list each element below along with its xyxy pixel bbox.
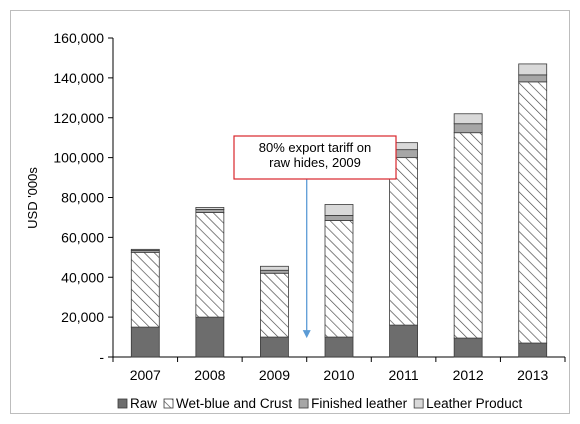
- bar-wet-blue-and-crust: [453, 132, 483, 339]
- annotation-text: 80% export tariff on: [259, 140, 372, 155]
- bar-wet-blue-and-crust: [389, 157, 418, 326]
- legend-label: Leather Product: [426, 396, 522, 411]
- bar-raw: [389, 324, 418, 358]
- bar-finished-leather: [453, 123, 483, 134]
- y-tick-label: -: [99, 349, 104, 365]
- bar-leather-product: [518, 63, 548, 76]
- legend-swatch: [163, 398, 174, 409]
- chart-frame: [10, 10, 570, 414]
- bar-raw: [324, 336, 354, 358]
- y-tick-label: 80,000: [61, 190, 104, 206]
- legend-label: Wet-blue and Crust: [176, 396, 292, 411]
- x-axis: 2007 2008 2009 2010 2011 2012 2013: [112, 356, 566, 383]
- bar-finished-leather: [518, 74, 548, 83]
- legend-swatch: [298, 398, 309, 409]
- y-tick-label: 140,000: [53, 70, 104, 86]
- bar-raw: [130, 326, 160, 358]
- bar-raw: [260, 336, 289, 358]
- x-tick-label: 2011: [389, 367, 419, 383]
- legend-swatch: [413, 398, 424, 409]
- bar-raw: [195, 316, 225, 358]
- y-tick-label: 60,000: [61, 229, 104, 245]
- bar-wet-blue-and-crust: [130, 251, 160, 328]
- bar-finished-leather: [195, 209, 225, 213]
- bar-raw: [518, 342, 548, 358]
- bar-wet-blue-and-crust: [195, 212, 225, 318]
- y-tick-label: 20,000: [61, 309, 104, 325]
- y-tick-label: 120,000: [53, 110, 104, 126]
- bar-wet-blue-and-crust: [324, 220, 354, 338]
- bar-finished-leather: [324, 215, 354, 221]
- y-tick-label: 40,000: [61, 269, 104, 285]
- bar-leather-product: [453, 113, 483, 125]
- y-tick-label: 100,000: [53, 150, 104, 166]
- y-axis-title: USD '000s: [25, 167, 40, 229]
- y-tick-label: 160,000: [53, 30, 104, 46]
- legend-label: Raw: [130, 396, 157, 411]
- bar-wet-blue-and-crust: [260, 272, 289, 338]
- annotation-arrowhead: [302, 330, 311, 339]
- x-tick-label: 2012: [453, 367, 484, 383]
- bar-leather-product: [260, 265, 289, 271]
- bar-leather-product: [324, 204, 354, 216]
- x-tick-label: 2007: [130, 367, 161, 383]
- annotation-box: [233, 135, 397, 180]
- bars: [130, 63, 548, 358]
- bar-finished-leather: [260, 269, 289, 274]
- bar-wet-blue-and-crust: [518, 81, 548, 344]
- x-tick-label: 2009: [259, 367, 290, 383]
- legend: Raw Wet-blue and Crust Finished leather Lea…: [117, 396, 522, 411]
- x-tick-label: 2013: [517, 367, 548, 383]
- y-axis: - 20,000 40,000 60,000 80,000 100,000 120,000 1…: [53, 30, 114, 365]
- bar-leather-product: [130, 248, 160, 251]
- bar-leather-product: [195, 207, 225, 210]
- bar-raw: [453, 337, 483, 358]
- x-tick-label: 2008: [194, 367, 225, 383]
- legend-label: Finished leather: [311, 396, 408, 411]
- x-tick-label: 2010: [323, 367, 354, 383]
- annotation-text: raw hides, 2009: [269, 155, 361, 170]
- legend-swatch: [117, 398, 128, 409]
